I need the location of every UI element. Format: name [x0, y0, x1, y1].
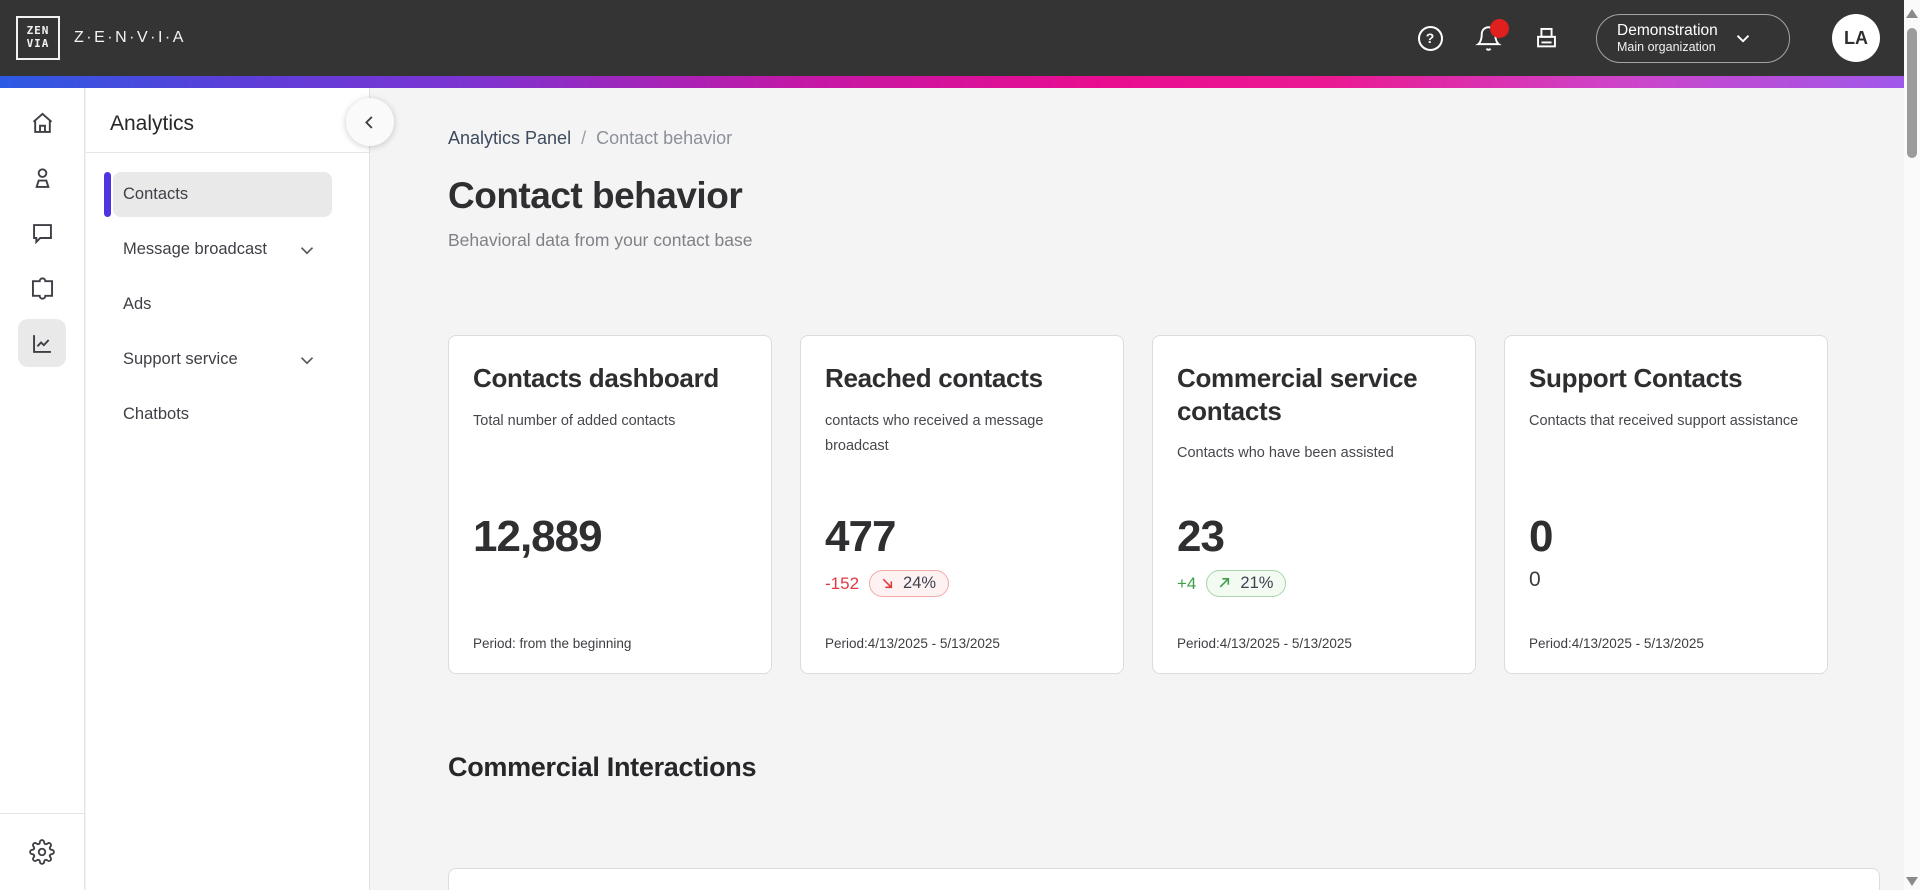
sidebar-item-chatbots[interactable]: Chatbots	[113, 392, 332, 437]
chevron-down-icon	[296, 349, 318, 371]
sidebar-item-label: Message broadcast	[123, 240, 267, 258]
notifications-button[interactable]	[1468, 18, 1509, 58]
sidebar-title: Analytics	[86, 88, 369, 153]
card-period: Period:4/13/2025 - 5/13/2025	[1177, 636, 1352, 651]
sidebar-item-message-broadcast[interactable]: Message broadcast	[113, 227, 332, 272]
sidebar-item-ads[interactable]: Ads	[113, 282, 332, 327]
card-value: 23	[1177, 512, 1225, 561]
rail-item-analytics[interactable]	[18, 319, 66, 367]
breadcrumb-current: Contact behavior	[596, 128, 733, 148]
card-period: Period:4/13/2025 - 5/13/2025	[825, 636, 1000, 651]
card-title: Support Contacts	[1529, 363, 1743, 393]
card-reached-contacts: Reached contacts contacts who received a…	[800, 335, 1124, 674]
sidebar-item-label: Ads	[123, 295, 152, 313]
help-icon: ?	[1417, 25, 1443, 51]
breadcrumb-separator: /	[581, 128, 587, 148]
card-value: 12,889	[473, 512, 603, 561]
avatar[interactable]: LA	[1832, 14, 1880, 62]
delta-percent: 24%	[903, 574, 937, 592]
sidebar-item-contacts[interactable]: Contacts	[104, 172, 332, 217]
organization-switcher[interactable]: Demonstration Main organization	[1596, 13, 1790, 63]
logo-wordmark: Z·E·N·V·I·A	[74, 29, 186, 46]
organization-texts: Demonstration Main organization	[1617, 21, 1718, 56]
card-commercial-service-contacts: Commercial service contacts Contacts who…	[1152, 335, 1476, 674]
scrollbar-down-arrow[interactable]	[1906, 877, 1918, 886]
sidebar-collapse-button[interactable]	[346, 98, 394, 146]
organization-subtitle: Main organization	[1617, 39, 1716, 54]
printer-icon	[1536, 27, 1556, 47]
gear-icon	[29, 839, 55, 865]
card-secondary-value: 0	[1529, 568, 1541, 591]
delta-value: +4	[1177, 573, 1197, 593]
top-bar-actions: ? Demonstration Main organization	[1392, 13, 1880, 63]
sidebar-nav: Contacts Message broadcast Ads Support s…	[86, 172, 369, 437]
sidebar-item-label: Chatbots	[123, 405, 190, 423]
card-period: Period: from the beginning	[473, 636, 632, 651]
logo-mark-bottom: VIA	[26, 37, 50, 50]
card-title: Reached contacts	[825, 363, 1043, 393]
card-subtitle: Contacts who have been assisted	[1177, 445, 1394, 461]
rail-item-home[interactable]	[18, 99, 66, 147]
card-title: Contacts dashboard	[473, 363, 719, 393]
section-title-commercial-interactions: Commercial Interactions	[448, 752, 757, 782]
logo-mark-top: ZEN	[26, 24, 50, 38]
breadcrumb-analytics-panel[interactable]: Analytics Panel	[448, 128, 572, 148]
trend-badge: 24%	[869, 570, 950, 597]
kpi-cards: Contacts dashboard Total number of added…	[448, 335, 1904, 674]
chevron-left-icon	[365, 116, 373, 129]
chevron-down-icon	[1736, 35, 1749, 43]
card-value: 477	[825, 512, 896, 561]
card-period: Period:4/13/2025 - 5/13/2025	[1529, 636, 1704, 651]
breadcrumb: Analytics Panel / Contact behavior	[448, 128, 1904, 149]
scrollbar-up-arrow[interactable]	[1906, 9, 1918, 18]
ticket-icon	[31, 276, 53, 300]
main-content: Analytics Panel / Contact behavior Conta…	[371, 88, 1904, 890]
bell-icon	[1474, 25, 1502, 51]
home-icon	[32, 112, 52, 133]
organization-name: Demonstration	[1617, 21, 1718, 39]
commercial-interactions-panel	[448, 868, 1880, 890]
person-icon	[34, 167, 50, 188]
trend-up-icon	[1220, 578, 1230, 588]
rail-item-campaigns[interactable]	[18, 264, 66, 312]
delta-row: +4 21%	[1177, 570, 1287, 597]
zenvia-logo-icon: ZEN VIA	[16, 16, 60, 60]
sidebar-item-label: Support service	[123, 350, 238, 368]
page-subtitle: Behavioral data from your contact base	[448, 230, 753, 250]
print-button[interactable]	[1526, 18, 1566, 58]
notification-badge	[1490, 19, 1509, 38]
delta-value: -152	[825, 573, 860, 593]
brand: ZEN VIA Z·E·N·V·I·A	[16, 16, 186, 60]
brand-gradient-bar	[0, 76, 1904, 88]
scrollbar-thumb[interactable]	[1907, 28, 1917, 158]
sidebar-item-label: Contacts	[123, 185, 189, 203]
delta-row: -152 24%	[825, 570, 950, 597]
trend-down-icon	[882, 578, 893, 589]
rail-item-conversations[interactable]	[18, 209, 66, 257]
scrollbar-track[interactable]	[1904, 0, 1920, 890]
top-bar: ZEN VIA Z·E·N·V·I·A ? Demonstration	[0, 0, 1904, 76]
rail-bottom	[0, 813, 84, 890]
rail-item-contacts[interactable]	[18, 154, 66, 202]
help-button[interactable]: ?	[1410, 18, 1450, 58]
card-subtitle: Total number of added contacts	[473, 412, 676, 429]
card-subtitle: Contacts that received support assistanc…	[1529, 412, 1799, 429]
rail-item-settings[interactable]	[18, 828, 66, 876]
card-contacts-dashboard: Contacts dashboard Total number of added…	[448, 335, 772, 674]
chevron-down-icon	[296, 239, 318, 261]
icon-rail	[0, 88, 85, 890]
line-chart-icon	[32, 334, 51, 353]
card-title: Commercial service contacts	[1177, 363, 1418, 426]
card-value: 0	[1529, 512, 1554, 561]
analytics-sidebar: Analytics Contacts Message broadcast Ads…	[86, 88, 370, 890]
trend-badge: 21%	[1206, 570, 1287, 597]
page-title: Contact behavior	[448, 175, 743, 216]
chat-bubble-icon	[32, 223, 52, 244]
sidebar-item-support-service[interactable]: Support service	[113, 337, 332, 382]
card-support-contacts: Support Contacts Contacts that received …	[1504, 335, 1828, 674]
card-subtitle: contacts who received a message broadcas…	[825, 412, 1044, 454]
delta-percent: 21%	[1240, 574, 1274, 592]
